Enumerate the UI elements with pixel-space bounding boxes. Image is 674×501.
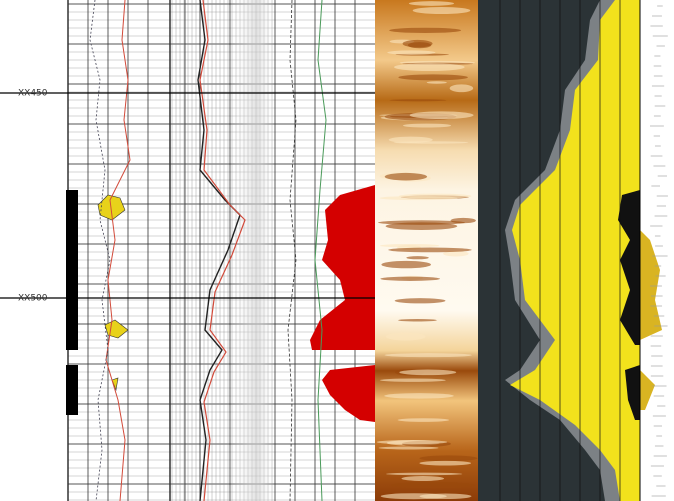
- streak: [419, 461, 470, 466]
- streak: [398, 418, 450, 422]
- streak: [377, 440, 448, 444]
- streak: [379, 446, 439, 449]
- streak: [381, 493, 447, 499]
- streak: [385, 173, 427, 181]
- streak: [390, 99, 447, 101]
- streak: [386, 222, 458, 230]
- streak: [427, 81, 447, 84]
- streak: [406, 256, 428, 259]
- streak: [403, 40, 433, 48]
- streak: [381, 261, 431, 268]
- streak: [384, 393, 454, 399]
- streak: [398, 319, 437, 321]
- streak: [401, 476, 444, 481]
- depth-label: XX500: [18, 294, 48, 304]
- shading: [230, 0, 275, 501]
- streak: [389, 28, 461, 33]
- streak: [450, 84, 474, 92]
- streak: [398, 74, 467, 80]
- depth-bar: [66, 365, 78, 415]
- streak: [403, 124, 451, 128]
- streak: [380, 277, 440, 281]
- streak: [379, 196, 457, 200]
- streak: [387, 50, 435, 54]
- streak: [399, 370, 456, 376]
- depth-label: XX450: [18, 89, 48, 99]
- streak: [380, 379, 446, 382]
- streak: [419, 455, 477, 461]
- streak: [413, 7, 471, 14]
- streak: [385, 353, 472, 357]
- streak: [391, 482, 476, 488]
- streak: [451, 218, 476, 223]
- streak: [388, 248, 471, 253]
- streak: [395, 298, 446, 303]
- streak: [410, 111, 474, 119]
- streak: [394, 63, 465, 71]
- depth-bar: [66, 190, 78, 350]
- streak: [386, 473, 462, 476]
- streak: [386, 333, 426, 341]
- streak: [389, 137, 433, 143]
- streak: [409, 1, 454, 6]
- page: XX450 XX500 (() => { const data = JSON.p…: [0, 0, 674, 501]
- well-log: XX450 XX500: [0, 0, 674, 501]
